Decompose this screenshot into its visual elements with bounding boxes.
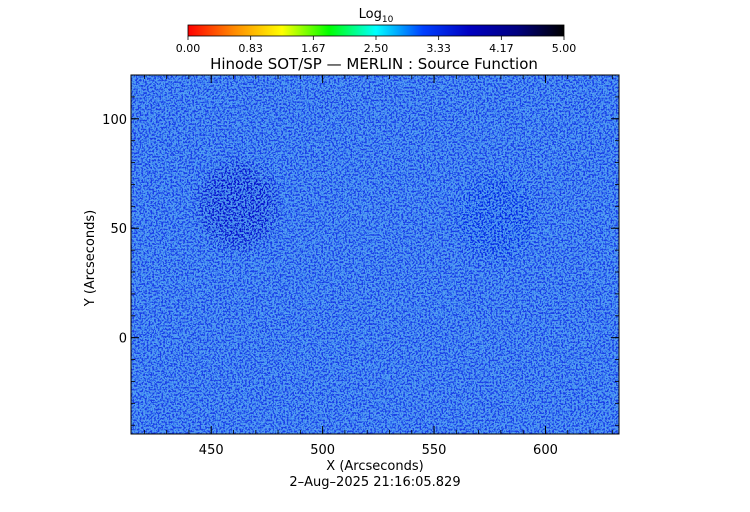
x-tick-label: 450 [199, 443, 224, 458]
colorbar-tick-label: 1.67 [301, 42, 326, 55]
plot-frame [130, 74, 620, 435]
y-axis: 0 50 100 [102, 74, 619, 426]
chart-title: Hinode SOT/SP — MERLIN : Source Function [210, 55, 538, 73]
colorbar-label: Log10 [359, 7, 394, 25]
colorbar-tick-label: 0.83 [238, 42, 263, 55]
heatmap-texture [131, 75, 619, 434]
y-axis-label: Y (Arcseconds) [83, 210, 98, 307]
x-axis: 450 500 550 600 [143, 75, 613, 458]
x-tick-label: 500 [310, 443, 335, 458]
y-tick-label: 50 [110, 222, 127, 237]
colorbar: Log10 0.00 0.83 1.67 2.50 3.33 4.17 5.00 [176, 7, 577, 55]
plot-area [131, 75, 619, 434]
colorbar-tick-label: 0.00 [176, 42, 201, 55]
colorbar-label-subscript: 10 [382, 15, 394, 25]
colorbar-tick-label: 3.33 [426, 42, 451, 55]
colorbar-tick-label: 4.17 [489, 42, 514, 55]
x-tick-label: 600 [533, 443, 558, 458]
y-tick-label: 100 [102, 113, 127, 128]
y-tick-label: 0 [119, 332, 127, 347]
colorbar-strip [187, 24, 565, 37]
footer-timestamp: 2–Aug–2025 21:16:05.829 [289, 475, 460, 490]
colorbar-tick-label: 2.50 [364, 42, 389, 55]
colorbar-tick-label: 5.00 [552, 42, 577, 55]
x-tick-label: 550 [422, 443, 447, 458]
colorbar-ticks: 0.00 0.83 1.67 2.50 3.33 4.17 5.00 [176, 36, 577, 55]
x-axis-label: X (Arcseconds) [326, 459, 423, 474]
